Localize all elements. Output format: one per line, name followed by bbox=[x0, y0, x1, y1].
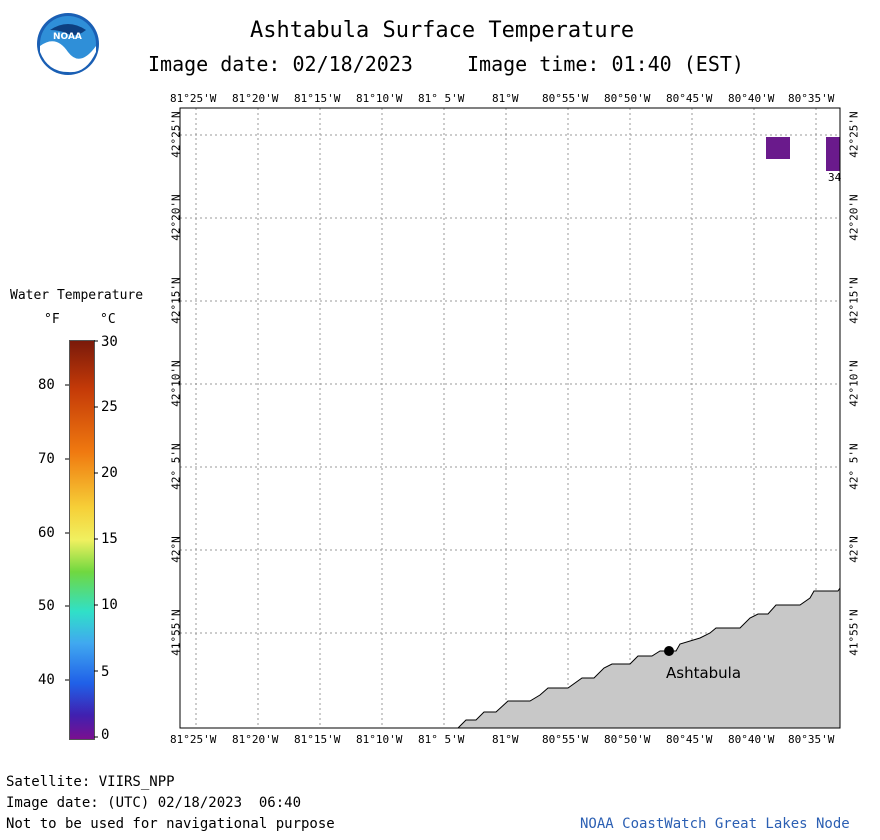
navigation-warning: Not to be used for navigational purpose bbox=[6, 816, 335, 832]
lon-label-top: 80°55'W bbox=[542, 92, 589, 105]
legend-c-tick: 10 bbox=[101, 597, 118, 613]
lon-label-top: 81°10'W bbox=[356, 92, 403, 105]
lon-label-top: 81° 5'W bbox=[418, 92, 465, 105]
lon-label-top: 80°35'W bbox=[788, 92, 835, 105]
page-title: Ashtabula Surface Temperature bbox=[250, 18, 635, 43]
satellite-info: Satellite: VIIRS_NPP bbox=[6, 774, 175, 790]
color-scale-bar bbox=[69, 340, 95, 740]
lon-label-bottom: 81°20'W bbox=[232, 733, 279, 746]
lon-label-top: 81°15'W bbox=[294, 92, 341, 105]
noaa-logo: NOAA bbox=[36, 12, 100, 76]
lon-label-bottom: 80°55'W bbox=[542, 733, 589, 746]
city-label: Ashtabula bbox=[666, 664, 742, 682]
legend-f-label: °F bbox=[44, 312, 60, 327]
lon-label-top: 80°40'W bbox=[728, 92, 775, 105]
lon-label-bottom: 80°35'W bbox=[788, 733, 835, 746]
lon-label-top: 80°45'W bbox=[666, 92, 713, 105]
legend-c-tick: 30 bbox=[101, 334, 118, 350]
legend-f-tick: 70 bbox=[38, 451, 55, 467]
credit-link[interactable]: NOAA CoastWatch Great Lakes Node bbox=[580, 816, 850, 832]
lon-label-bottom: 81°15'W bbox=[294, 733, 341, 746]
lon-label-bottom: 80°50'W bbox=[604, 733, 651, 746]
lon-label-bottom: 81°25'W bbox=[170, 733, 217, 746]
lon-label-bottom: 80°40'W bbox=[728, 733, 775, 746]
legend-c-tick: 20 bbox=[101, 465, 118, 481]
logo-text: NOAA bbox=[53, 32, 82, 42]
temperature-pixel bbox=[766, 137, 790, 159]
legend-title: Water Temperature bbox=[10, 288, 144, 303]
lon-label-top: 81°W bbox=[492, 92, 519, 105]
pixel-value-label: 34 bbox=[828, 171, 842, 184]
legend-c-label: °C bbox=[100, 312, 116, 327]
lon-label-top: 81°20'W bbox=[232, 92, 279, 105]
temperature-pixel bbox=[826, 137, 840, 171]
lon-label-top: 81°25'W bbox=[170, 92, 217, 105]
legend-c-tick: 5 bbox=[101, 664, 110, 680]
lon-label-bottom: 80°45'W bbox=[666, 733, 713, 746]
legend-c-tick: 25 bbox=[101, 399, 118, 415]
legend-c-tick: 0 bbox=[101, 727, 110, 743]
lon-label-bottom: 81°W bbox=[492, 733, 519, 746]
lon-label-top: 80°50'W bbox=[604, 92, 651, 105]
legend-f-tick: 50 bbox=[38, 598, 55, 614]
legend-f-tick: 80 bbox=[38, 377, 55, 393]
legend-f-tick: 40 bbox=[38, 672, 55, 688]
land-area bbox=[456, 586, 841, 729]
legend-c-tick: 15 bbox=[101, 531, 118, 547]
lon-label-bottom: 81° 5'W bbox=[418, 733, 465, 746]
image-date: Image date: 02/18/2023 bbox=[148, 52, 413, 76]
utc-date: Image date: (UTC) 02/18/2023 06:40 bbox=[6, 795, 302, 811]
legend-f-tick: 60 bbox=[38, 525, 55, 541]
map-frame bbox=[179, 107, 841, 729]
image-time: Image time: 01:40 (EST) bbox=[467, 52, 744, 76]
lon-label-bottom: 81°10'W bbox=[356, 733, 403, 746]
city-marker bbox=[664, 646, 674, 656]
